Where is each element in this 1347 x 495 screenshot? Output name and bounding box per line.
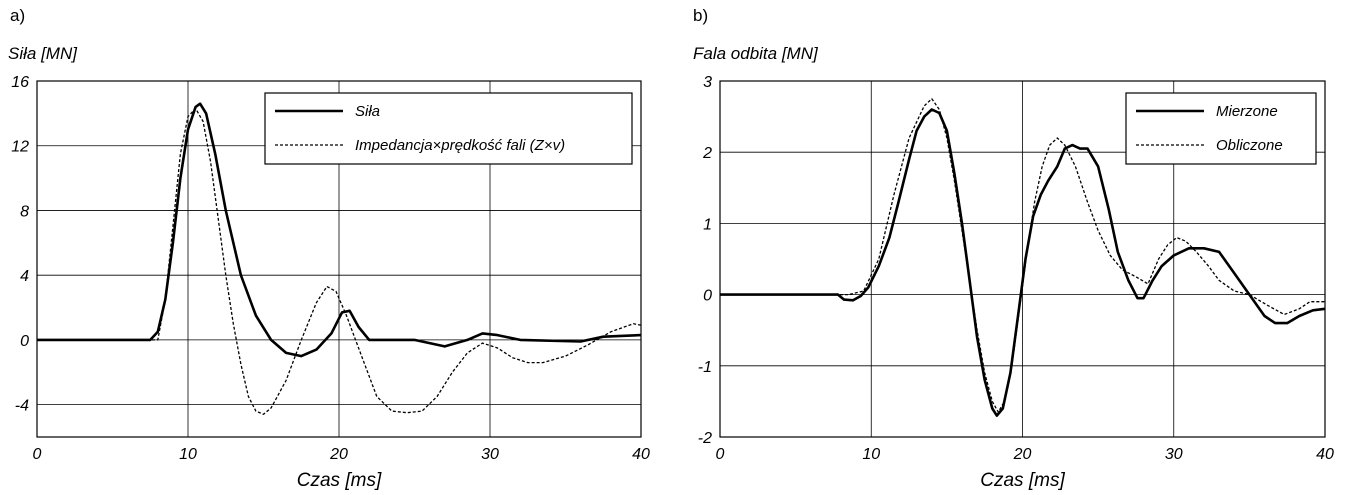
chart-b-x-tick-label: 20 — [1013, 446, 1032, 463]
chart-a-x-tick-label: 0 — [33, 446, 42, 463]
chart-a-y-tick-label: -4 — [15, 398, 29, 415]
chart-a-x-axis-label: Czas [ms] — [297, 470, 382, 491]
chart-b-y-tick-label: 0 — [703, 288, 712, 305]
chart-b-x-tick-label: 10 — [862, 446, 880, 463]
chart-a-legend-label: Siła — [355, 103, 380, 120]
chart-b-x-tick-label: 40 — [1316, 446, 1334, 463]
chart-a-y-tick-label: 16 — [11, 74, 29, 91]
chart-b-y-tick-label: 1 — [703, 216, 712, 233]
chart-a-x-tick-label: 30 — [481, 446, 499, 463]
chart-b-x-tick-label: 30 — [1165, 446, 1183, 463]
chart-a-x-tick-label: 20 — [329, 446, 348, 463]
chart-a-x-tick-label: 40 — [632, 446, 650, 463]
chart-b-x-tick-label: 0 — [716, 446, 725, 463]
chart-a-y-tick-label: 8 — [20, 203, 29, 220]
chart-b-y-tick-label: 3 — [703, 74, 712, 91]
chart-b-legend-label: Mierzone — [1216, 103, 1278, 120]
chart-b-y-tick-label: -2 — [698, 430, 712, 447]
chart-b-x-axis-label: Czas [ms] — [980, 470, 1065, 491]
chart-b-y-tick-label: 2 — [702, 145, 712, 162]
chart-b-legend-label: Obliczone — [1216, 137, 1283, 154]
chart-a-y-tick-label: 0 — [20, 333, 29, 350]
chart-a-y-tick-label: 12 — [11, 139, 29, 156]
chart-b-y-tick-label: -1 — [698, 359, 712, 376]
chart-a-x-tick-label: 10 — [179, 446, 197, 463]
chart-a-legend-label: Impedancja×prędkość fali (Z×v) — [355, 137, 565, 154]
chart-a-y-tick-label: 4 — [20, 268, 29, 285]
